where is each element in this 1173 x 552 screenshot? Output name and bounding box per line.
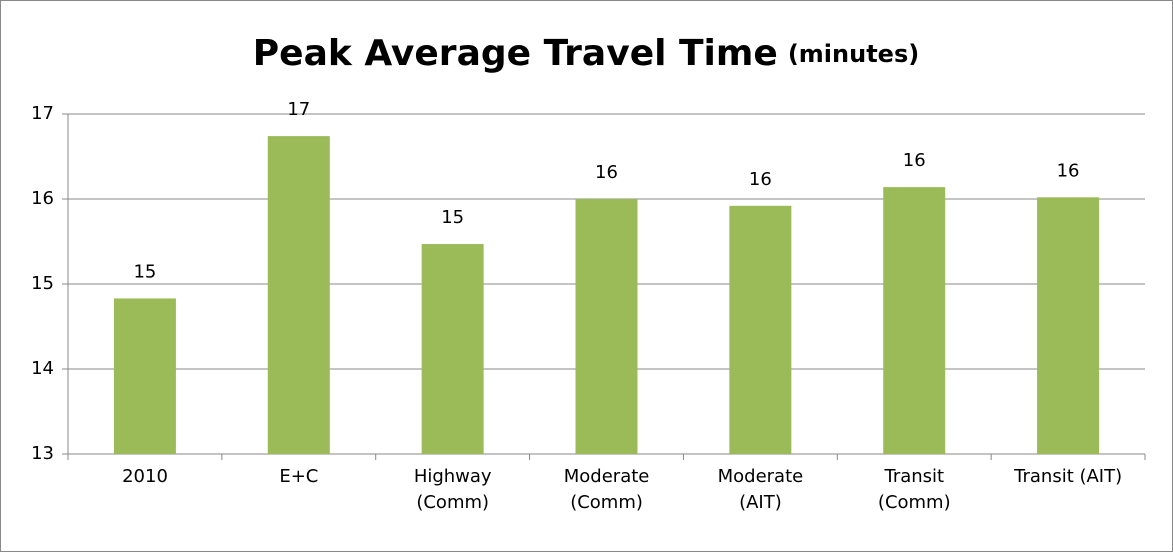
- y-tick-label: 14: [31, 358, 54, 379]
- bar: [267, 136, 330, 454]
- value-label: 16: [903, 150, 926, 171]
- value-label: 15: [441, 207, 464, 228]
- value-label: 16: [595, 162, 618, 183]
- x-tick-label: E+C: [279, 466, 319, 487]
- bar: [1037, 197, 1100, 455]
- bar: [729, 205, 792, 454]
- value-label: 16: [749, 169, 772, 190]
- title-main: Peak Average Travel Time: [253, 33, 778, 74]
- y-tick-label: 17: [31, 103, 54, 124]
- x-tick-label: Moderate (Comm): [563, 466, 650, 513]
- bar: [421, 244, 484, 454]
- bar: [575, 199, 638, 454]
- value-label: 17: [287, 99, 310, 120]
- bar: [113, 298, 176, 454]
- y-tick-label: 13: [31, 443, 54, 464]
- y-tick-label: 16: [31, 188, 54, 209]
- value-label: 15: [133, 261, 156, 282]
- title-unit: (minutes): [788, 40, 919, 68]
- chart-title: Peak Average Travel Time (minutes): [253, 33, 919, 74]
- y-tick-label: 15: [31, 273, 54, 294]
- x-tick-label: Transit (Comm): [877, 466, 951, 513]
- x-tick-label: 2010: [122, 466, 168, 487]
- x-tick-label: Transit (AIT): [1014, 466, 1123, 487]
- x-tick-label: Moderate (AIT): [717, 466, 804, 513]
- bar: [883, 187, 946, 454]
- x-tick-label: Highway (Comm): [413, 466, 492, 513]
- value-label: 16: [1057, 160, 1080, 181]
